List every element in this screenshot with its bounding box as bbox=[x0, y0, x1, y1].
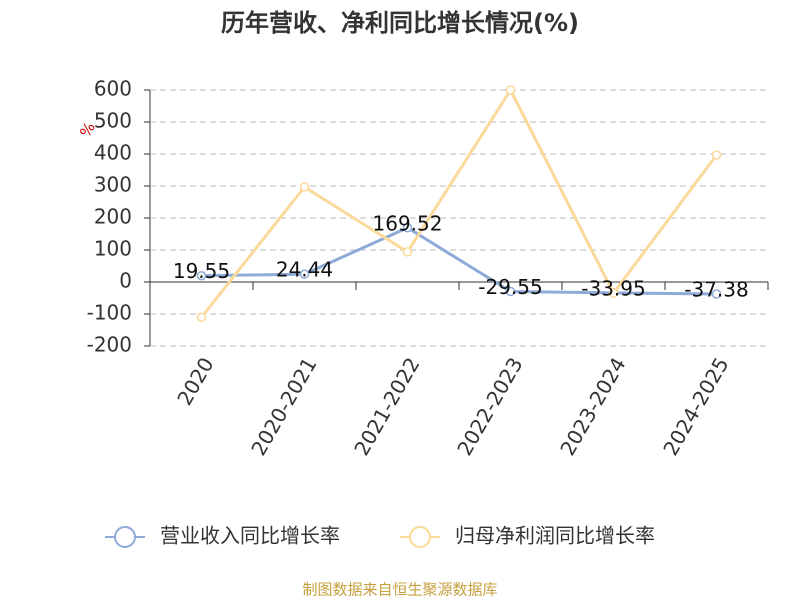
data-label: -33.95 bbox=[581, 276, 645, 300]
source-note: 制图数据来自恒生聚源数据库 bbox=[302, 581, 497, 599]
y-tick-label: 500 bbox=[94, 109, 132, 133]
point bbox=[402, 223, 413, 233]
series-line bbox=[201, 226, 717, 296]
legend-label: 归母净利润同比增长率 bbox=[455, 524, 655, 548]
x-tick-label: 2020 bbox=[172, 353, 218, 409]
data-label: -29.55 bbox=[478, 275, 542, 299]
y-tick-label: 600 bbox=[94, 77, 132, 101]
point bbox=[711, 150, 722, 160]
y-tick-label: 200 bbox=[94, 205, 132, 229]
y-tick-label: 100 bbox=[94, 237, 132, 261]
data-label: 24.44 bbox=[276, 258, 333, 282]
y-tick-label: 400 bbox=[94, 141, 132, 165]
x-tick-label: 2020-2021 bbox=[246, 353, 321, 459]
point bbox=[402, 247, 413, 257]
point bbox=[299, 182, 310, 192]
point bbox=[196, 312, 207, 322]
data-label: 19.55 bbox=[173, 259, 230, 283]
point bbox=[196, 270, 207, 281]
x-tick-label: 2021-2022 bbox=[349, 353, 424, 459]
y-tick-label: 300 bbox=[94, 173, 132, 197]
point bbox=[608, 288, 619, 298]
point bbox=[505, 85, 516, 95]
y-tick-label: 0 bbox=[119, 269, 132, 293]
x-tick-label: 2022-2023 bbox=[452, 353, 527, 459]
legend-marker bbox=[409, 526, 431, 548]
legend-marker bbox=[114, 526, 136, 548]
x-tick-label: 2023-2024 bbox=[555, 353, 630, 459]
point bbox=[711, 289, 722, 299]
x-tick-label: 2024-2025 bbox=[658, 353, 733, 459]
point bbox=[299, 269, 310, 279]
y-tick-label: -200 bbox=[87, 333, 132, 357]
chart-title: 历年营收、净利同比增长情况(%) bbox=[221, 9, 579, 37]
y-tick-label: -100 bbox=[87, 301, 132, 325]
series-line bbox=[200, 86, 718, 319]
point bbox=[505, 286, 516, 297]
data-label: 169.52 bbox=[373, 211, 443, 235]
data-label: -37.38 bbox=[684, 277, 748, 301]
legend-label: 营业收入同比增长率 bbox=[160, 524, 340, 548]
